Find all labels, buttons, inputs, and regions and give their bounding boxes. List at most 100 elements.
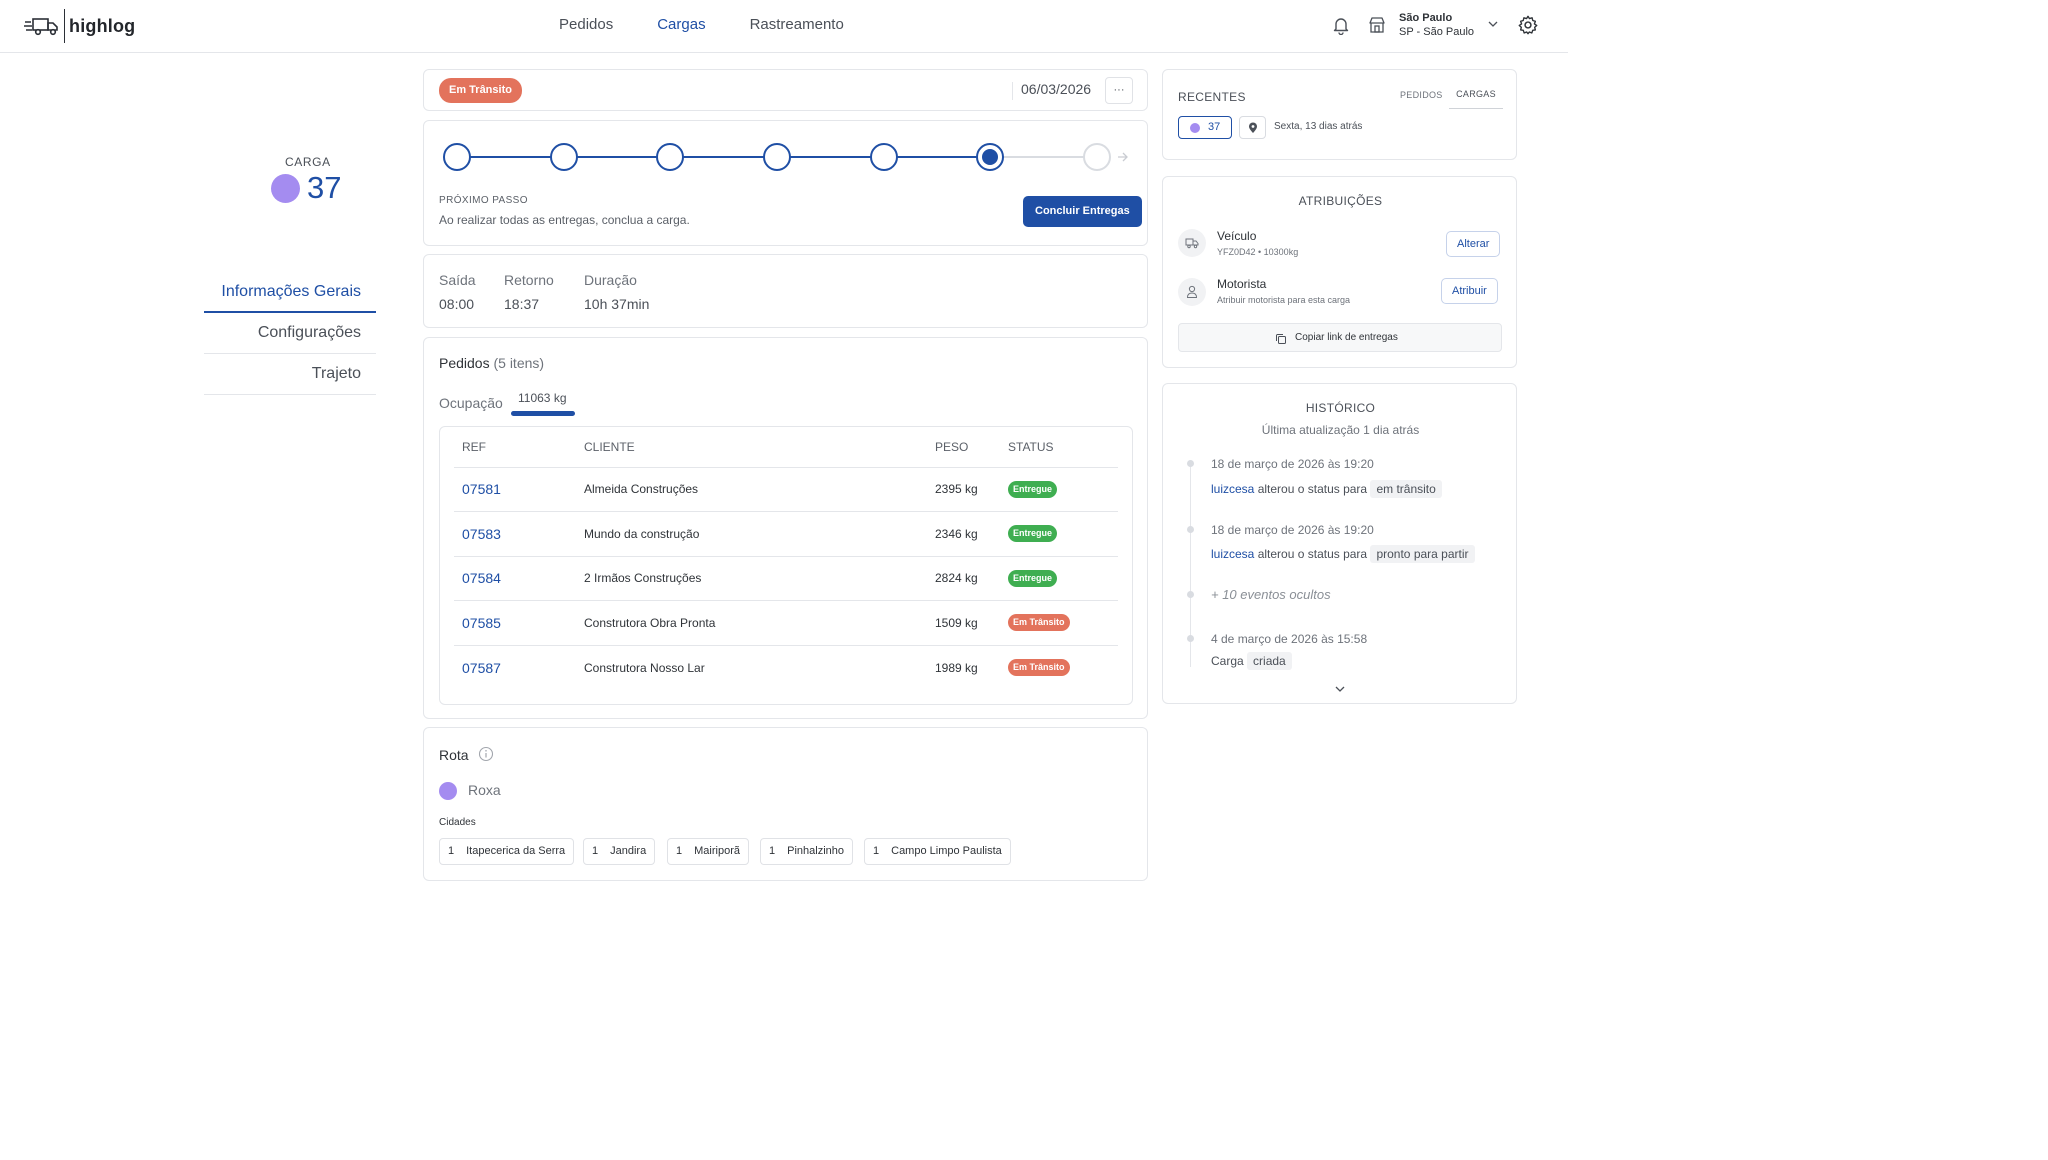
event-date: 18 de março de 2026 às 19:20 [1211, 457, 1374, 471]
concluir-entregas-button[interactable]: Concluir Entregas [1023, 196, 1142, 227]
historico-title: HISTÓRICO [1305, 401, 1376, 415]
step-7 [1083, 143, 1111, 171]
veiculo-avatar [1178, 229, 1206, 257]
status-badge: Em Trânsito [1008, 659, 1070, 676]
ocupacao-label: Ocupação [439, 395, 503, 411]
side-menu: Informações Gerais Configurações Trajeto [204, 272, 376, 395]
table-row[interactable]: 07587 Construtora Nosso Lar 1989 kg Em T… [454, 645, 1118, 690]
city-chip: 1 Campo Limpo Paulista [864, 838, 1011, 865]
logo[interactable]: highlog [24, 9, 135, 43]
truck-icon [1185, 238, 1199, 249]
col-ref: REF [454, 427, 584, 468]
location-selector[interactable]: São Paulo SP - São Paulo [1399, 11, 1474, 39]
recent-carga-dot [1190, 123, 1200, 133]
timeline-dot [1187, 591, 1194, 598]
info-icon[interactable] [478, 746, 494, 762]
event-status-tag: criada [1247, 652, 1292, 670]
order-cliente: Construtora Nosso Lar [584, 660, 705, 675]
city-chip: 1 Jandira [583, 838, 656, 865]
order-cliente: Almeida Construções [584, 467, 935, 512]
order-cliente: 2 Irmãos Construções [584, 556, 935, 601]
user-icon [1186, 285, 1198, 298]
retorno-value: 18:37 [504, 296, 540, 312]
atribuir-motorista-button[interactable]: Atribuir [1441, 278, 1498, 304]
order-ref[interactable]: 07585 [454, 600, 584, 646]
order-ref[interactable]: 07583 [454, 511, 584, 557]
status-badge: Em Trânsito [1008, 614, 1070, 632]
chevron-down-icon[interactable] [1487, 18, 1499, 30]
status-badge: Entregue [1008, 569, 1058, 587]
main-nav: Pedidos Cargas Rastreamento [559, 16, 888, 33]
gear-icon[interactable] [1517, 14, 1539, 36]
chevron-down-icon[interactable] [1334, 684, 1346, 694]
next-step-text: Ao realizar todas as entregas, conclua a… [439, 213, 690, 227]
hidden-events-link[interactable]: + 10 eventos ocultos [1211, 587, 1331, 602]
times-card: Saída 08:00 Retorno 18:37 Duração 10h 37… [423, 254, 1148, 328]
table-row[interactable]: 07581 Almeida Construções 2395 kg Entreg… [454, 467, 1118, 512]
pedidos-table: REF CLIENTE PESO STATUS 07581 Almeida Co… [454, 427, 1118, 690]
step-2 [550, 143, 578, 171]
side-item-configuracoes[interactable]: Configurações [204, 313, 376, 354]
timeline-line [1190, 464, 1191, 667]
recent-carga-number: 37 [1208, 121, 1221, 133]
side-item-trajeto[interactable]: Trajeto [204, 354, 376, 395]
rota-card: Rota Roxa Cidades 1 Itapecerica da Serra … [423, 727, 1148, 881]
copy-link-button[interactable]: Copiar link de entregas [1178, 323, 1502, 352]
status-badge: Entregue [1008, 525, 1058, 543]
tab-pedidos[interactable]: PEDIDOS [1400, 90, 1443, 100]
event-date: 4 de março de 2026 às 15:58 [1211, 632, 1368, 646]
city-chip: 1 Mairiporã [667, 838, 749, 865]
pedidos-count: (5 itens) [493, 355, 545, 371]
tab-cargas[interactable]: CARGAS [1449, 83, 1503, 109]
order-peso: 2824 kg [935, 556, 1008, 601]
progress-card: PRÓXIMO PASSO Ao realizar todas as entre… [423, 120, 1148, 246]
event-status-tag: pronto para partir [1370, 545, 1475, 563]
event-text: luizcesa alterou o status para em trânsi… [1211, 480, 1442, 498]
event-user-link[interactable]: luizcesa [1211, 547, 1255, 561]
copy-icon [1276, 334, 1286, 344]
alterar-veiculo-button[interactable]: Alterar [1446, 231, 1501, 257]
arrow-right-icon [1118, 152, 1128, 162]
step-4 [763, 143, 791, 171]
historico-subtitle: Última atualização 1 dia atrás [1261, 423, 1420, 437]
rota-color-dot [439, 782, 457, 800]
nav-rastreamento[interactable]: Rastreamento [749, 16, 844, 33]
truck-logo-icon [24, 18, 58, 36]
city-chip: 1 Itapecerica da Serra [439, 838, 575, 865]
nav-pedidos[interactable]: Pedidos [559, 16, 614, 33]
event-user-link[interactable]: luizcesa [1211, 482, 1255, 496]
city-chip: 1 Pinhalzinho [760, 838, 853, 865]
table-row[interactable]: 07585 Construtora Obra Pronta 1509 kg Em… [454, 600, 1118, 646]
table-row[interactable]: 07583 Mundo da construção 2346 kg Entreg… [454, 511, 1118, 557]
date-divider [1012, 82, 1013, 100]
table-header-row: REF CLIENTE PESO STATUS [454, 427, 1118, 468]
status-card: Em Trânsito 06/03/2026 ··· [423, 69, 1148, 111]
more-options-button[interactable]: ··· [1105, 77, 1133, 104]
top-bar: highlog Pedidos Cargas Rastreamento São … [0, 0, 1568, 53]
event-date: 18 de março de 2026 às 19:20 [1211, 523, 1374, 537]
order-ref[interactable]: 07587 [462, 659, 501, 676]
location-pin-button[interactable] [1239, 116, 1266, 139]
bell-icon[interactable] [1331, 15, 1351, 35]
table-row[interactable]: 07584 2 Irmãos Construções 2824 kg Entre… [454, 556, 1118, 601]
timeline-dot [1187, 635, 1194, 642]
store-icon[interactable] [1367, 15, 1387, 35]
veiculo-label: Veículo [1217, 229, 1257, 243]
duracao-label: Duração [584, 272, 637, 288]
order-ref[interactable]: 07581 [454, 467, 584, 512]
recent-carga-button[interactable]: 37 [1178, 116, 1232, 139]
step-5 [870, 143, 898, 171]
logo-divider [64, 9, 65, 43]
order-ref[interactable]: 07584 [454, 556, 584, 601]
nav-cargas[interactable]: Cargas [657, 16, 706, 33]
side-item-informacoes-gerais[interactable]: Informações Gerais [204, 272, 376, 313]
col-peso: PESO [935, 427, 1008, 468]
col-status: STATUS [1008, 427, 1118, 468]
veiculo-detail: YFZ0D42 • 10300kg [1217, 247, 1299, 257]
motorista-avatar [1178, 278, 1206, 306]
atribuicoes-title: ATRIBUIÇÕES [1298, 194, 1383, 208]
historico-card: HISTÓRICO Última atualização 1 dia atrás… [1162, 383, 1517, 704]
saida-value: 08:00 [439, 296, 475, 312]
carga-label: CARGA [285, 155, 331, 169]
event-text: luizcesa alterou o status para pronto pa… [1211, 545, 1475, 563]
